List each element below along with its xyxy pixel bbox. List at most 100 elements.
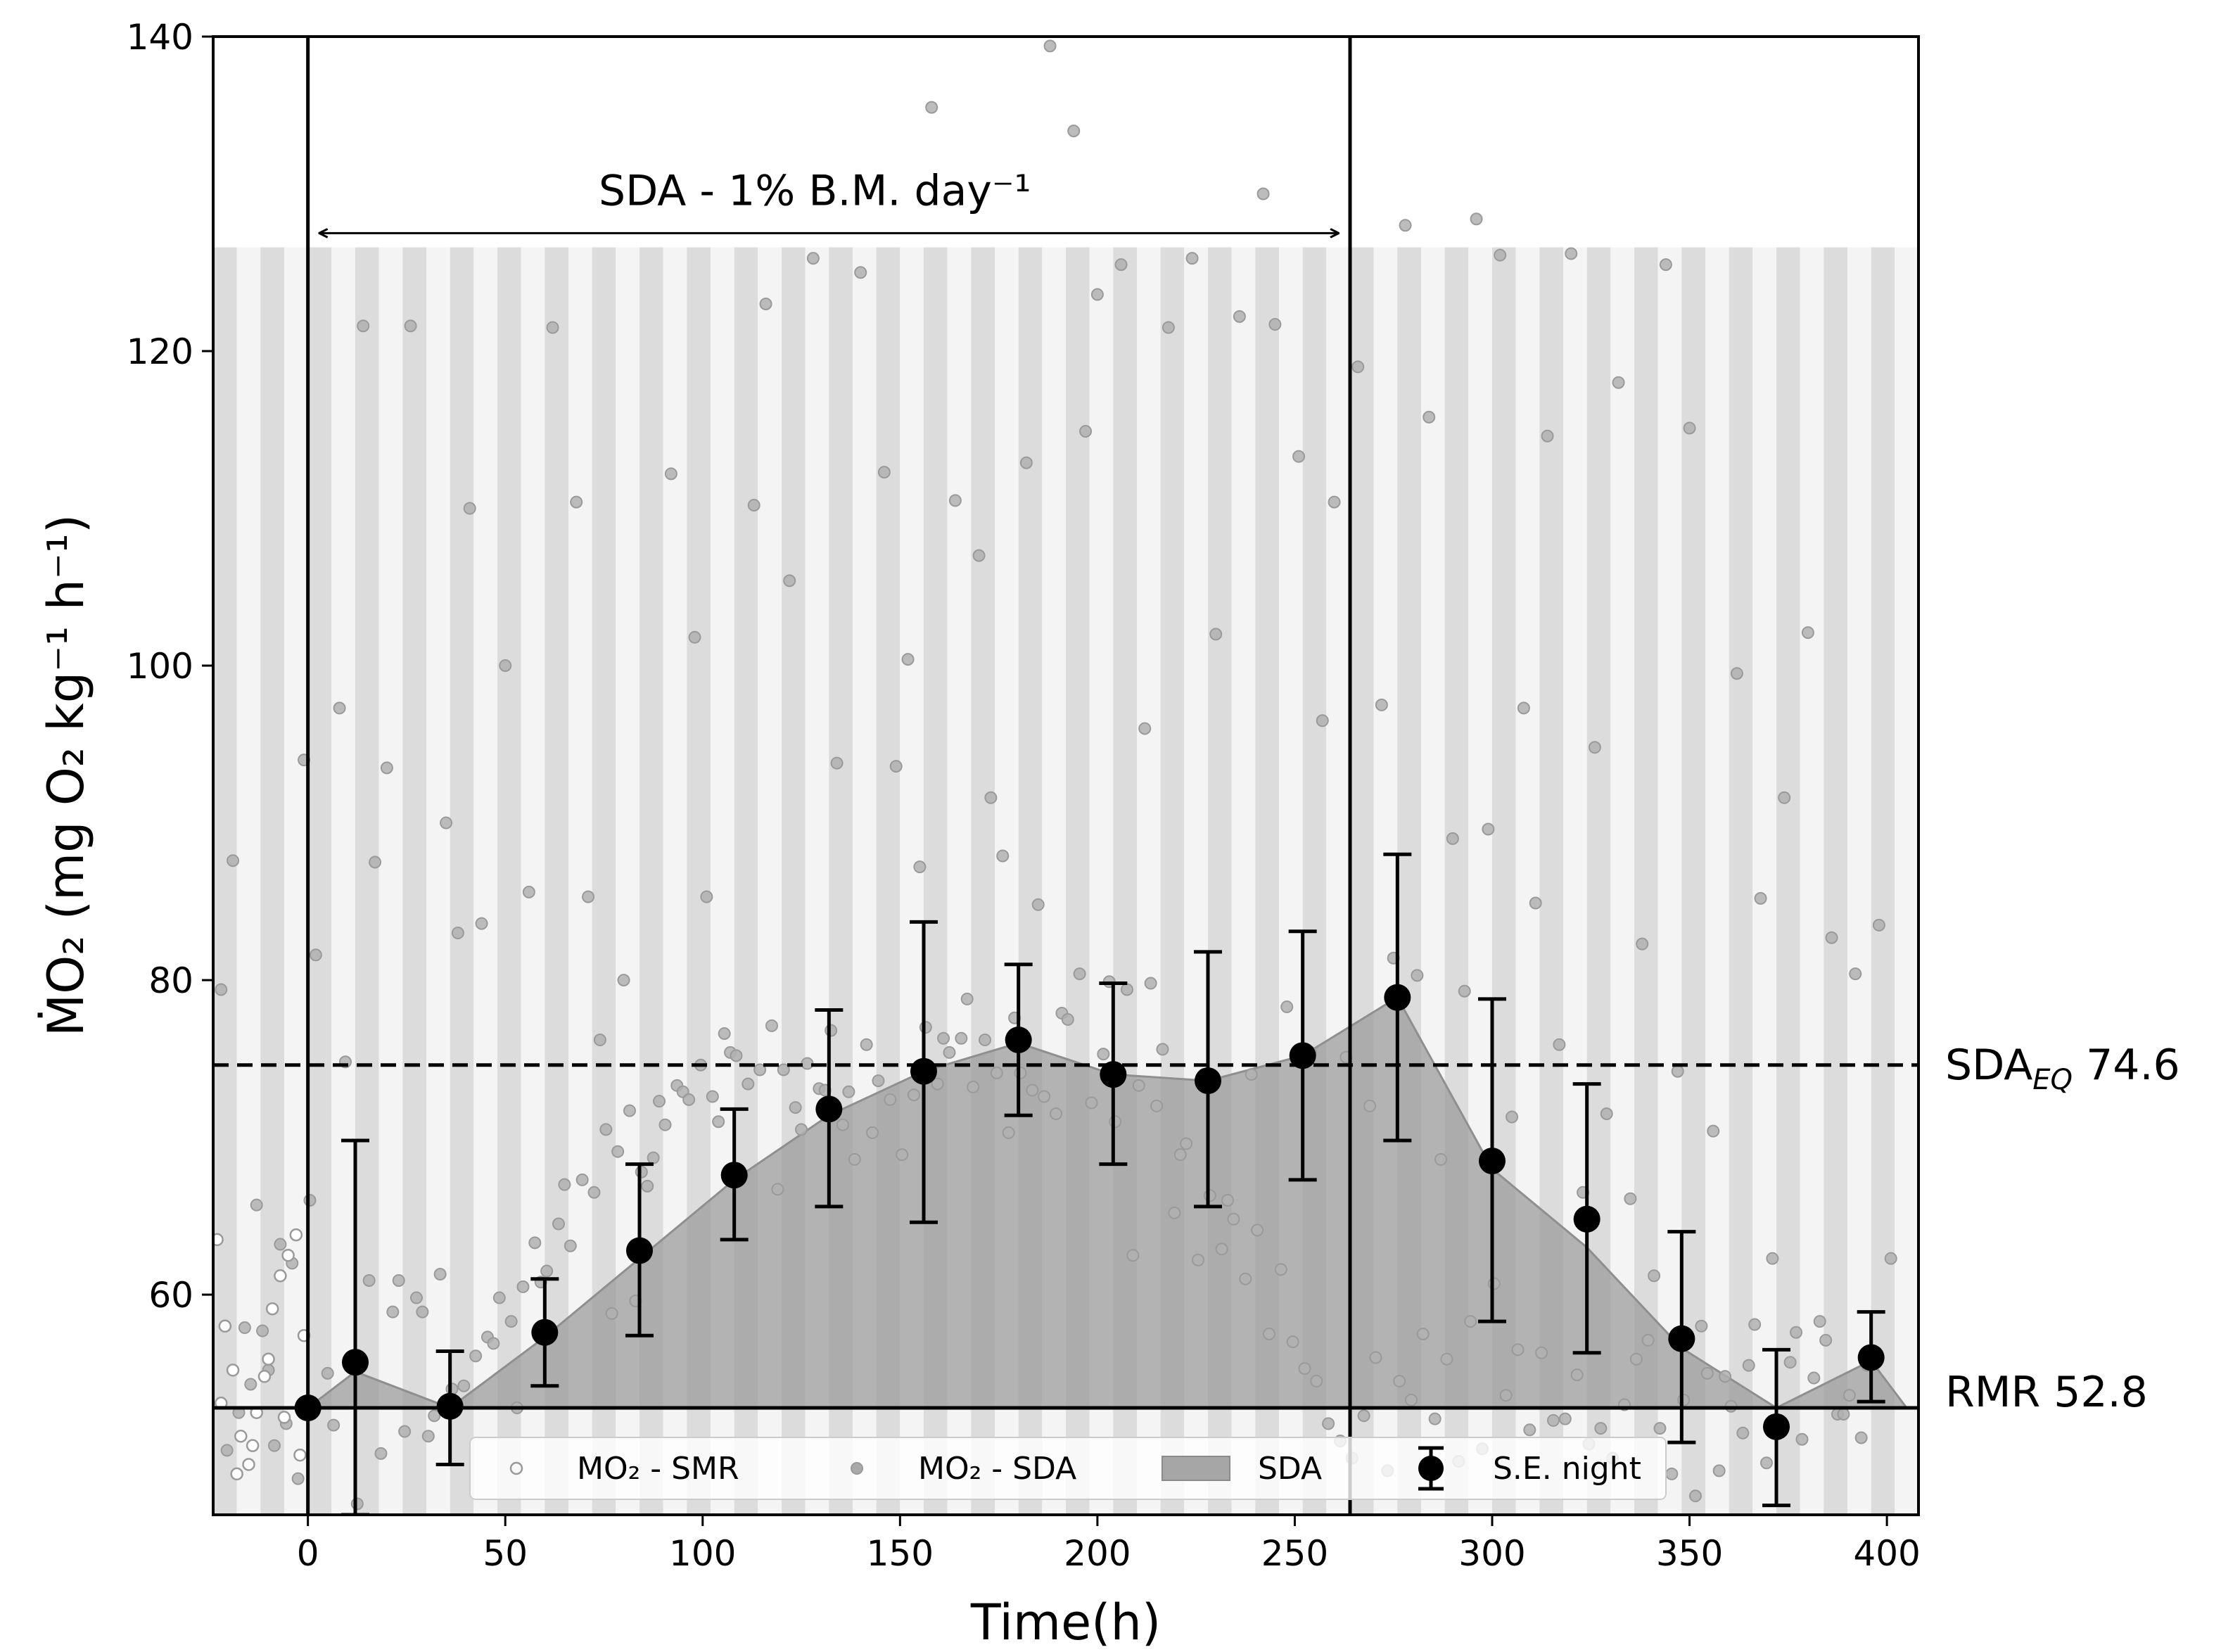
mo2-smr-point [213,1233,224,1247]
se-night-point [1763,1413,1790,1440]
mo2-sda-point [688,630,701,644]
mo2-sda-point [1369,1351,1382,1364]
legend-errorbar-label: S.E. night [1493,1451,1641,1487]
mo2-sda-point [1730,667,1743,680]
mo2-sda-point [1570,1368,1584,1382]
day-night-band [284,247,308,1515]
mo2-sda-point [227,854,240,868]
mo2-sda-point [1132,1079,1145,1092]
mo2-sda-point [1843,1389,1856,1402]
plot-frame [212,35,1920,1516]
mo2-sda-point [907,1088,920,1102]
x-tick-label: 100 [669,1533,736,1574]
mo2-sda-point [1659,258,1672,272]
mo2-sda-point [1316,714,1329,727]
mo2-sda-point [1002,1126,1015,1139]
day-night-band [1729,247,1753,1515]
mo2-sda-point [700,890,713,903]
mo2-sda-point [1168,1206,1181,1219]
se-night-point [1479,1148,1506,1175]
day-night-band [1776,247,1800,1515]
mo2-sda-point [1736,1426,1750,1440]
mo2-sda-point [1031,898,1045,911]
mo2-smr-point [242,1458,255,1471]
mo2-sda-point [256,1324,269,1338]
mo2-sda-point [984,791,998,804]
mo2-sda-point [469,1349,483,1363]
mo2-sda-point [1712,1464,1726,1478]
day-night-band [1871,247,1895,1515]
mo2-sda-point [1594,1422,1608,1435]
mo2-sda-point [1553,1038,1566,1051]
mo2-sda-point [1783,1356,1797,1369]
mo2-sda-point [1754,891,1767,905]
mo2-sda-point [1328,495,1341,509]
mo2-sda-point [1558,1412,1572,1425]
se-night-point [1857,1344,1885,1371]
mo2-sda-point [546,321,559,334]
sda-eq-label-value: 74.6 [2086,1041,2180,1090]
mo2-sda-point [943,1046,956,1059]
mo2-sda-point [860,1038,873,1051]
mo2-sda-point [1825,931,1838,944]
sda-annotation: SDA - 1% B.M. day⁻¹ [319,166,1339,233]
mo2-sda-point [428,1409,441,1423]
mo2-sda-point [1807,1371,1821,1385]
se-night-point [1100,1061,1127,1088]
mo2-sda-point [1695,1319,1708,1333]
mo2-sda-point [440,816,453,830]
mo2-sda-point [884,1093,897,1106]
mo2-sda-point [558,1178,571,1191]
mo2-sda-point [357,319,370,333]
se-night-errorbars [294,852,1885,1515]
day-night-band [236,247,261,1515]
mo2-sda-point [1049,1107,1062,1121]
mo2-sda-point [783,574,796,587]
mo2-sda-point [244,1378,257,1391]
legend: MO₂ - SMR MO₂ - SDA SDA S.E. night [469,1437,1667,1500]
mo2-sda-point [658,1118,672,1131]
mo2-sda-point [1067,125,1081,138]
mo2-sda-point [1535,1346,1548,1359]
mo2-sda-point [771,1183,784,1196]
mo2-smr-point [246,1439,260,1452]
mo2-sda-point [901,653,915,666]
plot-area [213,37,1918,1515]
mo2-sda-point [445,1383,459,1396]
mo2-sda-point [1014,1066,1027,1079]
mo2-sda-point [1759,1456,1773,1470]
mo2-sda-point [1185,252,1199,265]
sda-eq-label-sub: EQ [2032,1064,2073,1096]
mo2-sda-point [1239,1272,1252,1285]
mo2-sda-point [487,1337,500,1350]
mo2-sda-point [1719,1370,1732,1383]
mo2-sda-point [516,1280,530,1293]
x-tick-label: 400 [1853,1533,1920,1574]
se-night-point [342,1349,369,1376]
mo2-sda-point [1801,626,1814,640]
mo2-sda-point [806,252,820,265]
mo2-sda-point [925,101,938,114]
mo2-sda-point [250,1198,263,1212]
mo2-sda-point [1700,1366,1714,1380]
mo2-sda-point [1423,410,1436,424]
mo2-sda-point [575,1173,589,1186]
mo2-sda-point [990,1066,1003,1079]
mo2-sda-point [1612,376,1625,389]
mo2-sda-point [1227,1212,1240,1226]
mo2-sda-point [1416,1327,1430,1340]
mo2-sda-point [1262,1327,1275,1340]
mo2-sda-point [1180,1137,1193,1150]
mo2-sda-point [641,1179,654,1193]
mo2-sda-point [1565,247,1578,260]
mo2-sda-point [1742,1359,1755,1372]
day-night-band [307,247,332,1515]
mo2-sda-point [409,1291,423,1304]
sda-area [305,996,1909,1409]
mo2-sda-point [267,1439,281,1452]
sda-eq-label: SDAEQ 74.6 [1945,1041,2180,1096]
mo2-sda-point [830,756,844,770]
mo2-sda-point [611,1145,625,1158]
se-night-point [1384,984,1411,1011]
